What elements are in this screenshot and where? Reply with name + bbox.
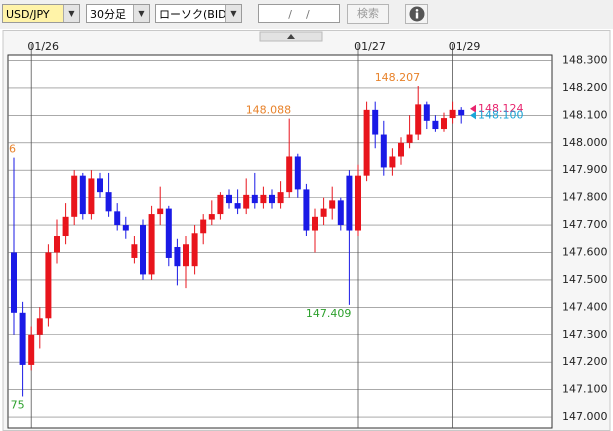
candle-body [183,244,189,267]
price-label: 148.100 [478,108,524,121]
candle-body [11,252,17,313]
annotation: 75 [11,398,25,411]
annotation: 148.088 [246,104,292,117]
candle-body [329,200,336,209]
candle-body [449,109,456,119]
candle-body [140,225,146,275]
dropdown-arrow: ▼ [225,5,241,22]
candle-body [260,194,267,204]
y-tick-label: 148.200 [562,81,608,94]
y-tick-label: 147.200 [562,355,608,368]
candle-body [277,192,284,204]
candle-body [406,134,413,143]
candle-body [45,252,52,319]
price-marker [470,111,476,120]
dropdown-arrow: ▼ [133,5,149,22]
candle-body [355,175,361,231]
candle-body [174,246,181,267]
x-tick-label: 01/26 [27,40,59,53]
y-tick-label: 147.700 [562,218,608,231]
candle-body [337,200,344,226]
x-tick-label: 01/27 [354,40,386,53]
x-tick-label: 01/29 [449,40,481,53]
candle-body [79,175,86,215]
candle-body [36,318,43,335]
y-tick-label: 147.000 [562,410,608,423]
y-tick-label: 148.000 [562,136,608,149]
y-tick-label: 147.800 [562,191,608,204]
dropdown-arrow: ▼ [63,5,79,22]
y-tick-label: 148.100 [562,108,608,121]
date-text: / / [288,8,310,21]
candle-body [234,203,241,209]
y-tick-label: 147.500 [562,273,608,286]
candle-body [398,142,404,157]
interval-select[interactable]: 30分足 ▼ [86,4,150,23]
price-marker [470,104,476,113]
candle-body [54,236,60,253]
annotation: 6 [9,143,16,156]
candle-body [380,134,387,168]
y-tick-label: 147.300 [562,328,608,341]
pair-text: USD/JPY [6,8,50,21]
candle-body [19,312,26,365]
candle-body [114,211,121,226]
info-button[interactable] [405,4,428,24]
candle-body [208,214,215,220]
scroll-arrow [287,34,295,39]
kind-select[interactable]: ローソク(BID) ▼ [155,4,242,23]
candle-body [415,104,422,135]
candle-body [423,104,430,121]
candle-body [294,156,301,190]
search-button[interactable]: 検索 [347,4,389,24]
candle-body [251,194,258,204]
info-icon [409,6,424,22]
candle-body [217,194,224,215]
toolbar: USD/JPY ▼ 30分足 ▼ ローソク(BID) ▼ / / 検索 [0,0,613,29]
search-text: 検索 [357,7,379,20]
candle-body [105,192,112,212]
candle-body [303,189,310,231]
y-tick-label: 147.600 [562,245,608,258]
candle-body [346,175,353,231]
y-tick-label: 147.400 [562,300,608,313]
candle-body [432,120,439,130]
candle-body [389,156,396,168]
annotation: 147.409 [306,307,352,320]
candle-body [320,208,327,217]
candle-body [269,194,275,204]
y-tick-label: 148.300 [562,53,608,66]
candle-body [286,156,293,193]
candle-body [243,194,250,209]
candle-body [62,216,69,237]
date-input[interactable]: / / [258,4,340,23]
kind-text: ローソク(BID) [159,8,231,21]
candle-body [372,109,379,135]
candle-body [148,214,155,275]
price-label: 148.124 [478,102,524,115]
y-tick-label: 147.900 [562,163,608,176]
candle-body [157,208,164,215]
candle-body [458,109,465,116]
candle-body [122,225,129,231]
candle-body [28,334,35,365]
candle-body [131,244,138,258]
candle-body [200,219,207,234]
candle-body [441,118,447,130]
y-tick-label: 147.100 [562,383,608,396]
candle-body [191,233,198,267]
candle-body [312,216,318,231]
candle-body [363,109,370,176]
candle-body [165,208,172,258]
annotation: 148.207 [375,71,421,84]
candle-body [226,194,232,204]
candle-body [88,178,95,215]
candle-body [71,175,78,217]
pair-select[interactable]: USD/JPY ▼ [2,4,80,23]
interval-text: 30分足 [90,8,126,21]
candle-body [97,178,103,193]
